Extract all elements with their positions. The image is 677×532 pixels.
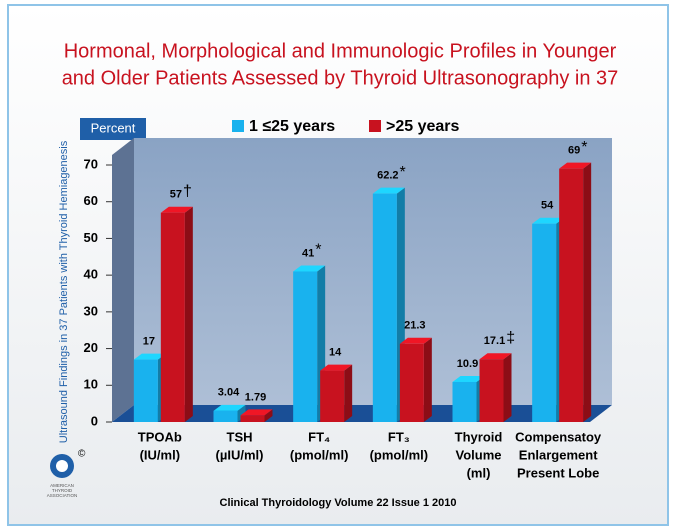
bar-side [237,404,246,422]
significance-marker: * [315,242,321,259]
title-line: Hormonal, Morphological and Immunologic … [64,40,617,62]
significance-marker: * [581,139,587,156]
y-axis-label: Ultrasound Findings in 37 Patients with … [58,140,70,443]
bar [133,359,158,422]
bar-top [532,217,565,224]
unit-box [80,118,146,140]
bar [240,415,265,422]
bar-side [264,409,273,422]
bar [372,193,397,422]
bar [293,271,318,422]
x-tick-label: Volume [456,447,502,462]
bar-top [293,265,326,272]
value-label: 3.04 [218,387,240,399]
logo-copyright: © [78,449,86,460]
bar-side [184,206,193,422]
bar-side [583,162,592,422]
bar-top [240,409,273,416]
value-label: 21.3 [404,320,425,332]
footer: Clinical Thyroidology Volume 22 Issue 1 … [220,497,457,509]
logo-text: AMERICAN [50,483,74,488]
bar-top [399,337,432,344]
bar-top [559,162,592,169]
logo-mark [56,460,68,472]
value-label: 10.9 [457,358,478,370]
x-tick-label: Present Lobe [517,465,599,480]
y-tick-label: 0 [91,413,98,428]
logo-text: ASSOCIATION [47,493,77,498]
bar-top [133,353,166,360]
value-label: 62.2 [377,170,398,182]
y-tick-label: 60 [84,193,98,208]
value-label: 17.1 [484,335,505,347]
title-line: and Older Patients Assessed by Thyroid U… [62,67,619,89]
bar [160,212,185,422]
bar-side [344,364,353,422]
bar-top [160,206,193,213]
x-tick-label: TPOAb [138,429,182,444]
bar [559,168,584,422]
x-tick-label: (IU/ml) [140,447,180,462]
value-label: 14 [329,347,342,359]
value-label: 17 [143,335,155,347]
bar-top [479,353,512,360]
y-tick-label: 30 [84,303,98,318]
side-wall [112,138,134,422]
value-label: 54 [541,200,554,212]
x-tick-label: FT₃ [388,429,410,444]
bar-top [452,375,485,382]
y-tick-label: 50 [84,230,98,245]
legend-label: 1 ≤25 years [249,118,335,135]
value-label: 41 [302,247,314,259]
x-tick-label: (pmol/ml) [290,447,349,462]
significance-marker: † [183,183,192,200]
x-tick-label: (ml) [467,465,491,480]
bar [213,410,238,422]
bar [452,381,477,422]
legend-swatch [369,120,381,132]
legend-swatch [232,120,244,132]
bar-side [423,337,432,422]
y-tick-label: 40 [84,267,98,282]
x-tick-label: (pmol/ml) [370,447,429,462]
value-label: 69 [568,145,580,157]
bar [532,223,557,422]
x-tick-label: Compensatoy [515,429,602,444]
y-tick-label: 20 [84,340,98,355]
significance-marker: * [400,164,406,181]
x-tick-label: FT₄ [308,429,330,444]
value-label: 1.79 [245,391,266,403]
y-tick-label: 10 [84,377,98,392]
x-tick-label: Enlargement [519,447,598,462]
bar-top [213,404,246,411]
legend-label: >25 years [386,118,460,135]
bar [399,343,424,422]
x-tick-label: (µIU/ml) [216,447,264,462]
y-tick-label: 70 [84,156,98,171]
value-label: 57 [170,189,182,201]
bar-top [320,364,353,371]
unit-label: Percent [91,120,136,135]
significance-marker: ‡ [506,329,515,346]
bar-side [503,353,512,422]
x-tick-label: Thyroid [455,429,503,444]
bar-top [372,187,405,194]
bar [479,359,504,422]
logo-text: THYROID [52,488,73,493]
bar [320,370,345,422]
x-tick-label: TSH [227,429,253,444]
